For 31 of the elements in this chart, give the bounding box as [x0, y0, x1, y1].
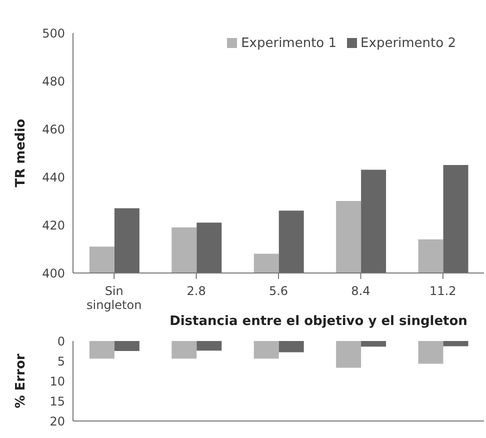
y-tick-label: 420: [42, 218, 65, 232]
legend-label: Experimento 2: [360, 36, 456, 51]
bar: [196, 341, 222, 351]
bar: [89, 341, 114, 359]
y-tick-label: 0: [57, 334, 65, 348]
y-axis-title: TR medio: [14, 118, 29, 188]
bar: [254, 341, 279, 359]
y-axis-title: % Error: [14, 353, 29, 408]
x-tick-label: 2.8: [186, 284, 206, 298]
y-tick-label: 500: [42, 26, 65, 40]
bar: [443, 341, 468, 346]
y-tick-label: 15: [50, 394, 65, 408]
y-tick-label: 10: [50, 374, 65, 388]
x-tick-label: 5.6: [268, 284, 288, 298]
bar: [172, 341, 197, 359]
bar: [114, 341, 140, 351]
y-tick-label: 480: [42, 74, 65, 88]
bar: [336, 341, 362, 368]
bar: [418, 341, 444, 364]
x-axis-title: Distancia entre el objetivo y el singleton: [170, 314, 468, 329]
y-tick-label: 460: [42, 122, 65, 136]
x-tick-label: 11.2: [430, 284, 456, 298]
legend-label: Experimento 1: [241, 36, 337, 51]
bar: [278, 341, 304, 352]
y-tick-label: 440: [42, 170, 65, 184]
y-tick-label: 5: [57, 354, 65, 368]
bar: [361, 341, 386, 347]
x-tick-label: Sin singleton: [86, 284, 142, 312]
y-tick-label: 20: [50, 414, 65, 428]
y-tick-label: 400: [42, 266, 65, 280]
x-tick-label: 8.4: [351, 284, 370, 298]
